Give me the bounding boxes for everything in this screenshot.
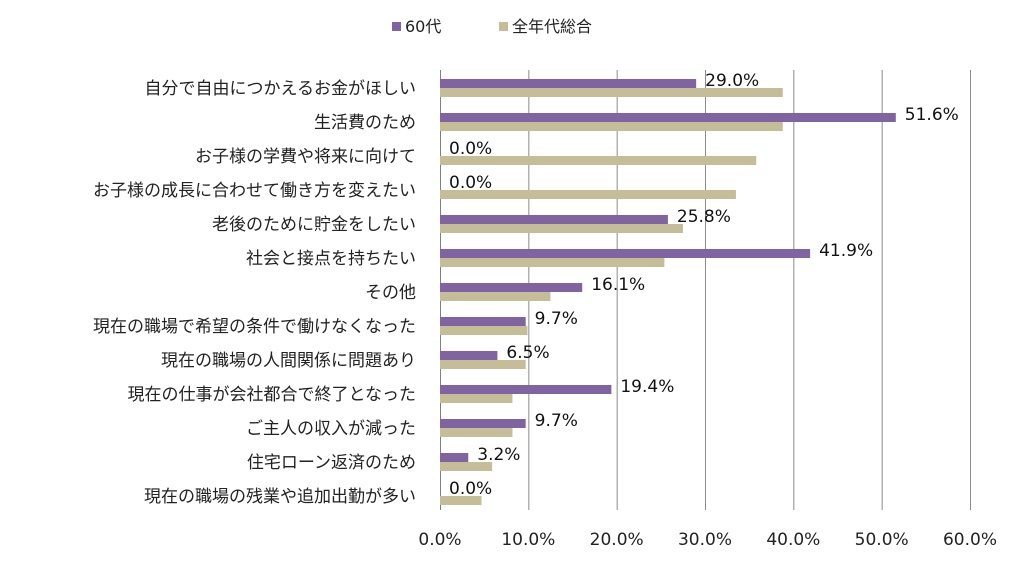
category-label: 住宅ローン返済のため — [247, 453, 416, 473]
category-label: 自分で自由につかえるお金がほしい — [145, 79, 417, 99]
category-label: 現在の職場の残業や追加出勤が多い — [144, 487, 416, 507]
data-label-60s: 9.7% — [535, 411, 578, 431]
category-label: ご主人の収入が減った — [246, 419, 416, 439]
x-tick-label: 50.0% — [855, 530, 909, 550]
bar-all-ages — [440, 496, 482, 505]
bar-all-ages — [440, 156, 757, 165]
bar-all-ages — [440, 88, 783, 97]
bar-60s — [440, 283, 583, 292]
data-label-60s: 19.4% — [620, 377, 674, 397]
x-tick-label: 30.0% — [678, 530, 732, 550]
x-axis-tick-labels: 0.0% 10.0% 20.0% 30.0% 40.0% 50.0% 60.0% — [418, 530, 997, 550]
bar-60s — [440, 215, 668, 224]
category-label: 現在の職場で希望の条件で働けなくなった — [93, 317, 416, 337]
bar-all-ages — [440, 190, 736, 199]
legend-label-all-ages: 全年代総合 — [512, 17, 592, 36]
bar-all-ages — [440, 428, 513, 437]
data-labels: 29.0% 51.6% 0.0% 0.0% 25.8% 41.9% 16.1% 9.7% 6.5… — [449, 71, 959, 499]
data-label-60s: 3.2% — [477, 445, 520, 465]
bar-60s — [440, 79, 697, 88]
data-label-60s: 41.9% — [819, 241, 873, 261]
data-label-60s: 6.5% — [506, 343, 549, 363]
category-label: 現在の仕事が会社都合で終了となった — [128, 385, 417, 405]
bar-all-ages — [440, 394, 513, 403]
x-tick-label: 20.0% — [590, 530, 644, 550]
data-label-60s: 9.7% — [535, 309, 578, 329]
bar-60s — [440, 419, 526, 428]
bar-60s — [440, 351, 498, 360]
x-tick-label: 10.0% — [501, 530, 555, 550]
category-label: お子様の学費や将来に向けて — [195, 147, 416, 167]
category-label: 社会と接点を持ちたい — [246, 249, 416, 269]
category-label: その他 — [365, 283, 416, 303]
bar-60s — [440, 385, 612, 394]
bar-60s — [440, 317, 526, 326]
data-label-60s: 0.0% — [449, 173, 492, 193]
category-label: お子様の成長に合わせて働き方を変えたい — [93, 181, 416, 201]
x-tick-label: 40.0% — [766, 530, 820, 550]
bar-all-ages — [440, 258, 665, 267]
bar-60s — [440, 453, 469, 462]
bar-all-ages — [440, 326, 528, 335]
bar-all-ages — [440, 224, 683, 233]
bar-all-ages — [440, 360, 526, 369]
data-label-60s: 51.6% — [905, 105, 959, 125]
data-label-60s: 0.0% — [449, 479, 492, 499]
data-label-60s: 25.8% — [677, 207, 731, 227]
bar-all-ages — [440, 462, 493, 471]
data-label-60s: 29.0% — [705, 71, 759, 91]
data-label-60s: 16.1% — [591, 275, 645, 295]
category-label: 老後のために貯金をしたい — [212, 215, 416, 235]
legend: 60代 全年代総合 — [392, 17, 592, 36]
bar-all-ages — [440, 122, 783, 131]
bar-60s — [440, 113, 896, 122]
bars — [440, 79, 896, 505]
category-label: 現在の職場の人間関係に問題あり — [161, 351, 416, 371]
legend-label-60s: 60代 — [405, 17, 441, 36]
category-labels: 自分で自由につかえるお金がほしい生活費のためお子様の学費や将来に向けてお子様の成… — [93, 79, 416, 507]
legend-swatch-60s — [392, 22, 401, 31]
bar-60s — [440, 249, 811, 258]
x-tick-label: 0.0% — [418, 530, 461, 550]
bar-all-ages — [440, 292, 551, 301]
x-tick-label: 60.0% — [943, 530, 997, 550]
grid-lines — [440, 70, 971, 510]
category-label: 生活費のため — [314, 113, 416, 133]
legend-swatch-all-ages — [499, 22, 508, 31]
data-label-60s: 0.0% — [449, 139, 492, 159]
